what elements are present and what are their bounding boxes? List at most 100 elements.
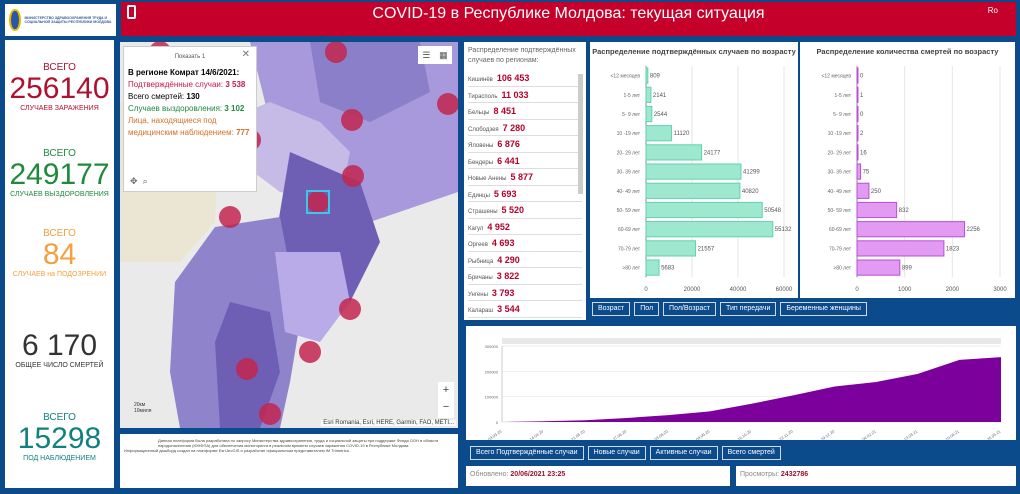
bar[interactable]: [856, 163, 862, 180]
chart-title: Распределение количества смертей по возр…: [816, 47, 999, 56]
category-label: 50- 59 лет: [828, 208, 852, 214]
list-item[interactable]: Унгены 3 793: [468, 285, 582, 301]
emblem-icon: [9, 9, 21, 31]
tab[interactable]: Активные случаи: [649, 446, 718, 460]
tab[interactable]: Тип передачи: [720, 302, 777, 316]
bar[interactable]: [856, 86, 859, 103]
bar[interactable]: [645, 105, 653, 123]
area-series[interactable]: [502, 357, 1001, 422]
zoom-to-icon[interactable]: ⌕: [142, 176, 148, 186]
zoom-out-button[interactable]: −: [442, 401, 450, 413]
bar[interactable]: [645, 201, 763, 219]
bar[interactable]: [856, 240, 945, 257]
region-name: Бельцы: [468, 110, 490, 116]
data-label: 2141: [653, 93, 667, 99]
bar[interactable]: [856, 144, 859, 161]
bar[interactable]: [856, 67, 859, 84]
data-label: 21557: [698, 246, 715, 252]
data-label: 0: [860, 112, 864, 118]
regions-list[interactable]: Распределение подтверждённых случаев по …: [464, 42, 586, 320]
pan-icon[interactable]: ✥: [130, 176, 138, 186]
list-item[interactable]: Единцы 5 693: [468, 186, 582, 202]
list-item[interactable]: Оргеев 4 693: [468, 235, 582, 252]
bar[interactable]: [856, 105, 859, 123]
bar[interactable]: [645, 259, 660, 276]
category-label: 70-79 лет: [829, 246, 852, 252]
data-label: 11120: [674, 131, 690, 137]
close-icon[interactable]: ✕: [241, 49, 250, 60]
data-label: 2256: [967, 227, 981, 233]
ministry-name: МИНИСТЕРСТВО ЗДРАВООХРАНЕНИЯ ТРУДА И СОЦ…: [24, 15, 112, 25]
zoom-in-button[interactable]: +: [442, 384, 450, 396]
tick-label: 0: [855, 287, 859, 292]
scrollbar[interactable]: [578, 74, 583, 194]
x-tick-label: 26.05.21: [986, 428, 1002, 440]
list-item[interactable]: Яловены 6 876: [468, 136, 582, 153]
list-item[interactable]: Кагул 4 952: [468, 219, 582, 235]
language-switch[interactable]: Ro: [987, 6, 998, 15]
category-label: >80 лет: [622, 266, 640, 272]
x-tick-label: 03.08.20: [653, 428, 669, 440]
bar[interactable]: [856, 201, 898, 219]
basemap-icon[interactable]: ▦: [439, 49, 448, 60]
category-label: 40- 49 лет: [617, 189, 641, 195]
category-label: 20- 29 лет: [828, 150, 852, 156]
x-tick-label: 09.09.20: [695, 428, 711, 440]
list-item[interactable]: Калараш 3 544: [468, 301, 582, 318]
tick-label: 20000: [684, 287, 701, 292]
bar[interactable]: [856, 221, 966, 238]
list-item[interactable]: Рыбница 4 290: [468, 252, 582, 268]
category-label: <12 месяцев: [821, 74, 851, 80]
chart-title: Распределение подтверждённых случаев по …: [592, 47, 796, 56]
region-value: 3 544: [497, 304, 520, 314]
tab[interactable]: Пол/Возраст: [663, 302, 717, 316]
tab[interactable]: Всего смертей: [721, 446, 781, 460]
region-value: 6 876: [497, 139, 520, 149]
tab[interactable]: Новые случаи: [587, 446, 646, 460]
stat-pre: ВСЕГО: [43, 62, 76, 73]
list-item[interactable]: Комрат3 538: [468, 318, 582, 321]
list-item[interactable]: Слободзея 7 280: [468, 120, 582, 136]
map-view[interactable]: Показать 1 ✕ В регионе Комрат 14/6/2021:…: [120, 42, 458, 428]
data-label: 809: [650, 74, 661, 80]
bar[interactable]: [645, 240, 697, 257]
list-item[interactable]: Бельцы 8 451: [468, 103, 582, 120]
list-item[interactable]: Тирасполь 11 033: [468, 87, 582, 103]
tab[interactable]: Всего Подтверждённые случаи: [470, 446, 584, 460]
legend-icon[interactable]: ☰: [422, 49, 431, 60]
confirmed-value: 3 538: [225, 80, 246, 89]
bar[interactable]: [645, 86, 652, 103]
updated-label: Обновлено:: [470, 471, 509, 478]
bar[interactable]: [645, 221, 774, 238]
x-tick-label: 16.10.20: [736, 428, 752, 440]
tab[interactable]: Пол: [634, 302, 660, 316]
region-name: Страшены: [468, 209, 498, 215]
bar[interactable]: [856, 259, 901, 276]
list-item[interactable]: Бендеры 6 441: [468, 153, 582, 169]
bar[interactable]: [856, 182, 870, 199]
tab[interactable]: Возраст: [592, 302, 631, 316]
category-label: 30- 39 лет: [617, 170, 641, 176]
data-label: 50548: [764, 208, 781, 214]
list-item[interactable]: Страшены 5 520: [468, 202, 582, 219]
tab[interactable]: Беременные женщины: [780, 302, 867, 316]
phone-icon[interactable]: [127, 5, 136, 19]
region-value: 106 453: [496, 73, 530, 83]
data-label: 24177: [704, 150, 721, 156]
category-label: 20- 29 лет: [617, 150, 641, 156]
bar[interactable]: [645, 163, 742, 180]
bar[interactable]: [645, 144, 703, 161]
region-name: Новые Анены: [468, 176, 507, 182]
list-item[interactable]: Бричаны 3 822: [468, 268, 582, 285]
bar[interactable]: [645, 125, 673, 142]
age-deaths-chart: Распределение количества смертей по возр…: [800, 42, 1015, 298]
popup-title: В регионе Комрат 14/6/2021:: [128, 68, 240, 77]
bar[interactable]: [856, 125, 859, 142]
range-slider[interactable]: [502, 338, 1001, 344]
bar[interactable]: [645, 182, 741, 199]
list-item[interactable]: Кишинёв 106 453: [468, 70, 582, 87]
data-label: 16: [860, 150, 867, 156]
header-bar: COVID-19 в Республике Молдова: текущая с…: [121, 2, 1016, 36]
bar[interactable]: [645, 67, 649, 84]
list-item[interactable]: Новые Анены 5 877: [468, 169, 582, 186]
